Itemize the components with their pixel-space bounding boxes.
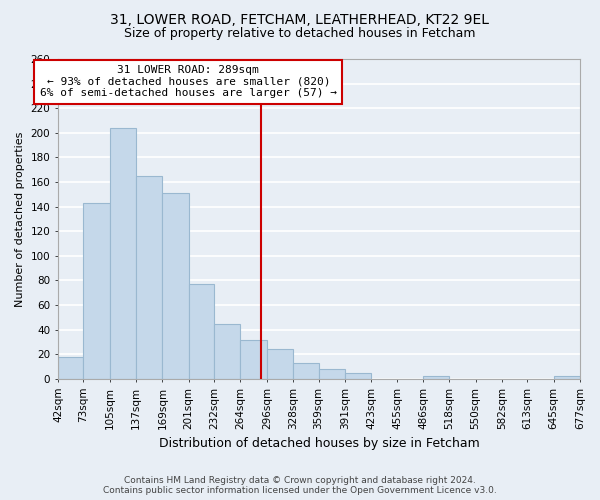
Y-axis label: Number of detached properties: Number of detached properties — [15, 132, 25, 306]
Bar — [83, 203, 110, 379]
Bar — [188, 284, 214, 379]
Bar — [214, 324, 241, 379]
Bar — [423, 376, 449, 379]
X-axis label: Distribution of detached houses by size in Fetcham: Distribution of detached houses by size … — [158, 437, 479, 450]
Text: Size of property relative to detached houses in Fetcham: Size of property relative to detached ho… — [124, 28, 476, 40]
Bar — [58, 357, 83, 379]
Bar — [110, 128, 136, 379]
Bar — [554, 376, 580, 379]
Bar — [267, 350, 293, 379]
Bar — [293, 363, 319, 379]
Text: Contains HM Land Registry data © Crown copyright and database right 2024.
Contai: Contains HM Land Registry data © Crown c… — [103, 476, 497, 495]
Bar — [163, 193, 188, 379]
Text: 31 LOWER ROAD: 289sqm
← 93% of detached houses are smaller (820)
6% of semi-deta: 31 LOWER ROAD: 289sqm ← 93% of detached … — [40, 65, 337, 98]
Text: 31, LOWER ROAD, FETCHAM, LEATHERHEAD, KT22 9EL: 31, LOWER ROAD, FETCHAM, LEATHERHEAD, KT… — [110, 12, 490, 26]
Bar — [345, 373, 371, 379]
Bar — [136, 176, 163, 379]
Bar — [241, 340, 267, 379]
Bar — [319, 369, 345, 379]
